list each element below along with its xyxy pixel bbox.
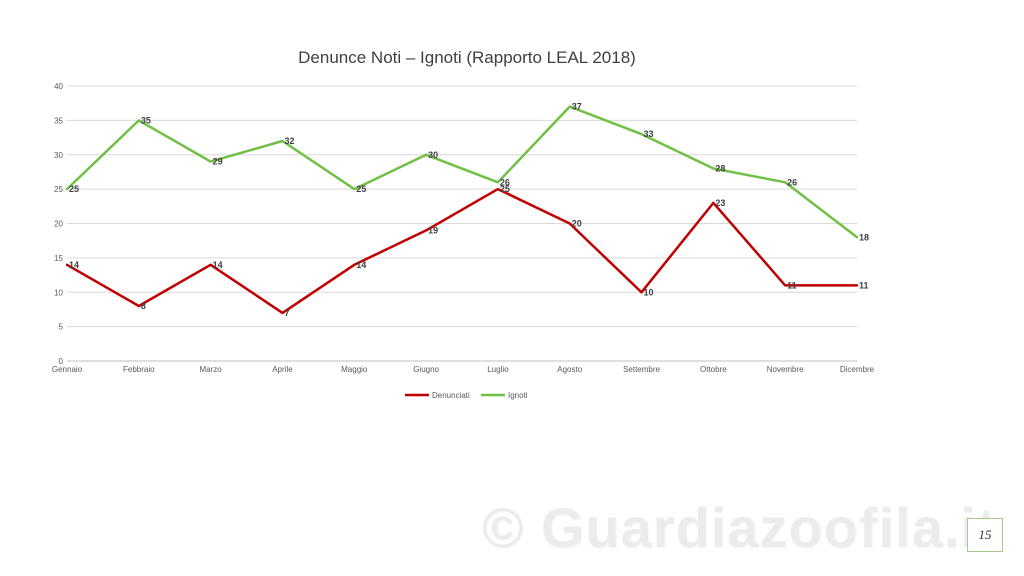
data-label: 26 — [500, 177, 510, 187]
legend-label: Ignoti — [508, 391, 528, 400]
x-tick-label: Luglio — [487, 365, 509, 374]
y-tick-label: 40 — [54, 82, 63, 91]
legend: Denunciati Ignoti — [405, 391, 528, 400]
data-label: 32 — [284, 136, 294, 146]
y-tick-label: 15 — [54, 254, 63, 263]
data-label: 19 — [428, 225, 438, 235]
series-lines — [65, 105, 859, 315]
data-label: 7 — [284, 308, 289, 318]
chart-title: Denunce Noti – Ignoti (Rapporto LEAL 201… — [298, 48, 636, 67]
data-label: 30 — [428, 150, 438, 160]
y-tick-label: 35 — [54, 116, 63, 125]
y-tick-label: 10 — [54, 288, 63, 297]
legend-label: Denunciati — [432, 391, 470, 400]
data-label: 25 — [500, 184, 510, 194]
data-label: 25 — [69, 184, 79, 194]
y-tick-label: 30 — [54, 151, 63, 160]
x-tick-label: Maggio — [341, 365, 368, 374]
data-label: 25 — [356, 184, 366, 194]
y-tick-label: 0 — [59, 357, 64, 366]
data-label: 11 — [859, 280, 869, 290]
page-number-badge: 15 — [967, 518, 1003, 552]
data-label: 20 — [572, 219, 582, 229]
data-label: 8 — [141, 301, 146, 311]
x-tick-label: Dicembre — [840, 365, 875, 374]
x-tick-label: Marzo — [200, 365, 223, 374]
data-label: 14 — [69, 260, 79, 270]
data-label: 10 — [644, 287, 654, 297]
x-tick-label: Gennaio — [52, 365, 83, 374]
data-labels: 14 8 14 7 14 19 25 20 10 23 11 11 25 35 29 32 25 30 26 37 33… — [69, 102, 869, 318]
data-label: 37 — [572, 102, 582, 112]
axis-labels: 0 5 10 15 20 25 30 35 40 Gennaio Febbraio Marzo Apri… — [52, 82, 875, 374]
data-label: 14 — [356, 260, 366, 270]
x-tick-label: Febbraio — [123, 365, 155, 374]
data-label: 14 — [213, 260, 223, 270]
y-tick-label: 5 — [59, 323, 64, 332]
data-label: 29 — [213, 157, 223, 167]
x-tick-label: Ottobre — [700, 365, 727, 374]
x-tick-label: Novembre — [767, 365, 804, 374]
x-tick-label: Giugno — [413, 365, 439, 374]
data-label: 18 — [859, 232, 869, 242]
y-tick-label: 20 — [54, 220, 63, 229]
grid-lines — [67, 85, 857, 362]
x-tick-label: Agosto — [557, 365, 582, 374]
watermark-text: © Guardiazoofila.it — [482, 496, 997, 559]
data-label: 28 — [715, 164, 725, 174]
y-tick-label: 25 — [54, 185, 63, 194]
data-label: 35 — [141, 115, 151, 125]
series-line-ignoti — [65, 105, 859, 239]
data-label: 26 — [787, 177, 797, 187]
data-label: 11 — [787, 280, 797, 290]
x-tick-label: Settembre — [623, 365, 660, 374]
series-line-denunciati — [65, 187, 859, 315]
data-label: 23 — [715, 198, 725, 208]
data-label: 33 — [644, 129, 654, 139]
x-tick-label: Aprile — [272, 365, 293, 374]
